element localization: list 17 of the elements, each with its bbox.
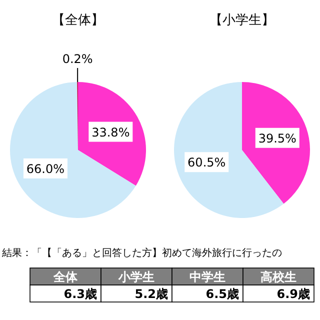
text: 6.3歳 — [64, 287, 97, 301]
category-label: 中学生 — [190, 270, 226, 284]
pie-slice — [10, 82, 136, 218]
data-label: 39.5% — [258, 131, 296, 146]
text: 5.2歳 — [134, 287, 168, 301]
text: 結果：「【「ある」と回答した方】初めて海外旅行に行ったの — [1, 247, 282, 259]
data-label: 33.8% — [92, 125, 130, 140]
chart-title: 【小学生】 — [210, 13, 274, 28]
data-label: 66.0% — [26, 162, 65, 176]
chart-title: 【全体】 — [52, 13, 104, 28]
data-label: 60.5% — [188, 156, 226, 170]
category-label: 高校生 — [260, 270, 296, 284]
text: 6.5歳 — [206, 287, 239, 301]
category-label: 小学生 — [118, 270, 154, 284]
category-label: 全体 — [52, 270, 78, 284]
data-label: 0.2% — [62, 52, 93, 66]
text: 6.9歳 — [276, 287, 310, 301]
